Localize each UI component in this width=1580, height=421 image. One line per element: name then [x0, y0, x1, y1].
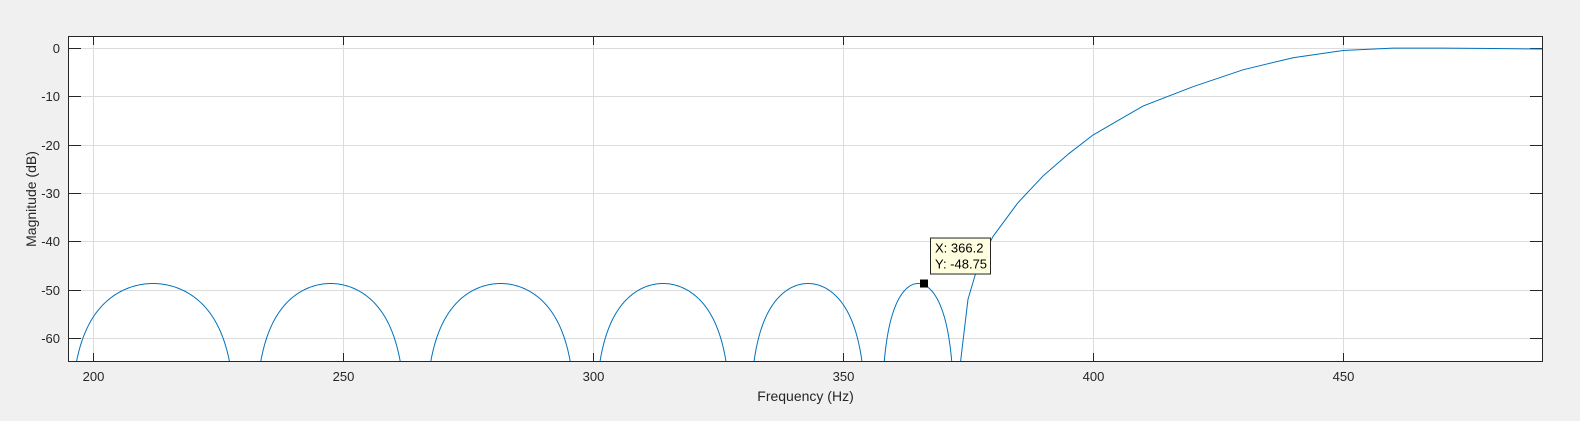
- x-tick-label: 250: [333, 369, 355, 384]
- x-tick-label: 300: [583, 369, 605, 384]
- stopband-lobe: [883, 283, 953, 362]
- stopband-lobe: [75, 283, 231, 362]
- x-tick-label: 200: [83, 369, 105, 384]
- x-tick-label: 400: [1083, 369, 1105, 384]
- axes-box: [68, 36, 1543, 362]
- grid-lines: [68, 36, 1543, 362]
- y-tick-label: -30: [41, 186, 60, 201]
- y-tick-label: -50: [41, 283, 60, 298]
- y-tick-label: -60: [41, 331, 60, 346]
- datatip-box: [930, 237, 991, 275]
- axes-background: [68, 36, 1543, 362]
- datatip[interactable]: X: 366.2 Y: -48.75: [920, 237, 991, 288]
- tick-labels: 200 250 300 350 400 450 0 -10 -20 -30 -40 -50 -60: [41, 41, 1354, 384]
- stopband-lobe: [753, 283, 863, 362]
- y-axis-label: Magnitude (dB): [23, 151, 39, 247]
- y-tick-label: -20: [41, 138, 60, 153]
- stopband-lobe: [599, 283, 727, 362]
- stopband-lobe: [260, 283, 401, 362]
- x-tick-label: 450: [1333, 369, 1355, 384]
- datatip-y-text: Y: -48.75: [935, 257, 987, 272]
- axis-ticks: [68, 36, 1543, 362]
- stopband-lobe: [430, 283, 571, 362]
- datatip-x-text: X: 366.2: [935, 241, 983, 256]
- y-tick-label: -10: [41, 89, 60, 104]
- x-tick-label: 350: [833, 369, 855, 384]
- y-tick-label: -40: [41, 234, 60, 249]
- x-axis-label: Frequency (Hz): [757, 388, 853, 404]
- datatip-marker[interactable]: [920, 279, 928, 288]
- y-tick-label: 0: [53, 41, 60, 56]
